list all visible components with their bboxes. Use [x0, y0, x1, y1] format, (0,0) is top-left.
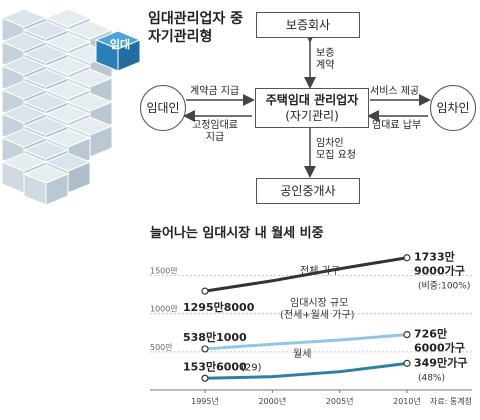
circle-tenant-label: 임차인	[436, 101, 470, 115]
arrow-bottom-label: 임차인 모집 요청	[316, 138, 356, 162]
circle-landlord-label: 임대인	[146, 101, 180, 115]
data-point	[403, 330, 411, 339]
box-manager-line1: 주택임대 관리업자	[265, 93, 359, 107]
arrow-top-label: 보증 계약	[316, 48, 334, 72]
end-value-label-line2: 6000가구	[414, 341, 465, 355]
end-note-label: (48%)	[418, 373, 445, 383]
data-point	[403, 359, 411, 367]
x-tick-label: 2005년	[326, 396, 354, 406]
cube-block	[22, 164, 70, 206]
end-value-label: 349만가구	[414, 355, 467, 369]
start-value-label: 1295만8000	[183, 300, 255, 314]
cube-block-highlight	[94, 30, 140, 72]
data-point	[201, 345, 209, 353]
cube-blocks	[0, 8, 140, 206]
source-label: 자료: 통계청	[430, 396, 472, 406]
series-line	[204, 256, 408, 293]
diagram-title-line2: 자기관리형	[148, 29, 213, 45]
series-name: 전체 가구	[300, 265, 340, 277]
series-name: 월세	[293, 348, 311, 360]
cube-label: 임대	[110, 37, 130, 51]
arrow-left-bottom-line2: 지급	[205, 132, 225, 143]
chart-title: 늘어나는 임대시장 내 월세 비중	[150, 226, 324, 241]
diagram-arrows	[183, 31, 431, 178]
circle-tenant: 임차인	[430, 85, 476, 131]
box-realtor: 공인중개사	[256, 178, 360, 204]
arrow-top-label-line2: 계약	[316, 60, 335, 71]
series-line	[204, 333, 408, 351]
series-line	[204, 361, 408, 380]
box-guarantee-company-label: 보증회사	[285, 18, 331, 32]
start-note-label: (29)	[241, 362, 262, 373]
x-tick-label: 1995년	[191, 396, 219, 406]
arrow-left-top-label: 계약금 지급	[190, 86, 240, 97]
end-value-label-line2: 9000가구	[414, 264, 465, 278]
arrow-left-bottom-line1: 고정임대료	[192, 120, 238, 131]
box-guarantee-company: 보증회사	[256, 12, 360, 38]
data-point	[201, 374, 209, 382]
box-manager-line2: (자기관리)	[285, 109, 339, 123]
arrow-right-bottom-label: 임대료 납부	[372, 120, 422, 131]
data-point	[403, 254, 411, 262]
series-name-line2: (전세+월세 가구)	[280, 309, 355, 321]
diagram-title: 임대관리업자 중 자기관리형	[148, 10, 243, 46]
arrow-bottom-label-line1: 임차인	[316, 138, 344, 149]
box-housing-rental-manager: 주택임대 관리업자 (자기관리)	[255, 88, 369, 128]
box-realtor-label: 공인중개사	[280, 184, 336, 198]
arrow-left-bottom-label: 고정임대료 지급	[192, 120, 238, 144]
diagram-title-line1: 임대관리업자 중	[148, 11, 244, 27]
end-note-label: (비중:100%)	[418, 281, 470, 292]
arrow-right-top-label: 서비스 제공	[370, 86, 420, 97]
y-tick-label: 1000만	[150, 305, 178, 314]
data-point	[201, 287, 209, 295]
y-tick-label: 500만	[150, 343, 173, 352]
start-value-label: 153만6000	[183, 359, 247, 373]
end-value-label: 726만	[414, 327, 447, 341]
end-value-label: 1733만	[414, 250, 455, 264]
x-tick-label: 2010년	[393, 396, 421, 406]
y-tick-label: 1500만	[150, 267, 178, 276]
arrow-bottom-label-line2: 모집 요청	[316, 150, 356, 161]
start-value-label: 538만1000	[183, 330, 247, 344]
x-tick-label: 2000년	[258, 396, 286, 406]
circle-landlord: 임대인	[140, 85, 186, 131]
cube-graphic: 임대	[0, 8, 140, 206]
series-name: 임대시장 규모	[290, 296, 348, 309]
arrow-top-label-line1: 보증	[316, 48, 335, 59]
